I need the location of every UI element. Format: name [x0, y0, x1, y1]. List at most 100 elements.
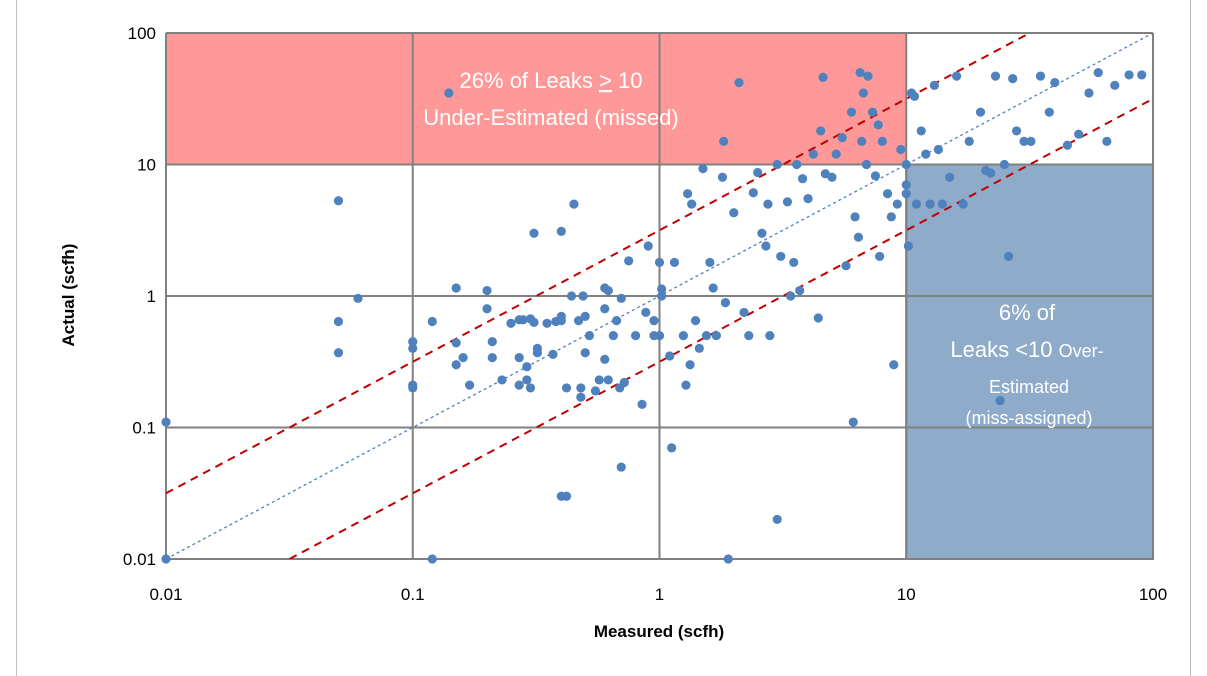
data-point — [929, 80, 939, 90]
data-point — [1074, 129, 1084, 139]
data-point — [161, 554, 171, 564]
data-point — [808, 149, 818, 159]
data-point — [497, 375, 507, 385]
y-tick-label: 0.1 — [132, 419, 156, 438]
data-point — [333, 348, 344, 358]
data-point — [1035, 71, 1046, 81]
data-point — [761, 241, 771, 251]
data-point — [772, 514, 782, 525]
chart-frame: 0.01 0.1 1 10 100 0.01 0.1 1 10 100 Measured (scf… — [16, 0, 1191, 676]
data-point — [705, 257, 715, 268]
data-point — [694, 343, 704, 353]
data-point — [882, 189, 893, 199]
data-point — [945, 172, 955, 182]
data-point — [161, 417, 171, 427]
data-point — [608, 330, 618, 341]
data-point — [600, 304, 610, 314]
data-point — [875, 251, 885, 262]
data-point — [548, 349, 558, 359]
data-point — [813, 313, 823, 323]
x-tick-label: 1 — [655, 585, 664, 604]
data-point — [850, 212, 860, 222]
data-point — [909, 91, 920, 101]
data-point — [578, 291, 588, 301]
data-point — [723, 554, 733, 564]
data-point — [933, 144, 944, 155]
data-point — [603, 285, 613, 296]
data-point — [451, 283, 461, 293]
data-point — [681, 380, 691, 390]
data-point — [748, 188, 758, 198]
data-point — [408, 383, 418, 393]
over-estimated-annotation-line4: (miss-assigned) — [965, 408, 1092, 428]
data-point — [870, 171, 881, 181]
data-point — [877, 136, 887, 146]
data-point — [1004, 251, 1014, 262]
data-point — [482, 304, 492, 314]
data-point — [889, 360, 899, 370]
x-tick-label: 0.01 — [149, 585, 182, 604]
data-point — [487, 353, 497, 363]
data-point — [482, 285, 492, 296]
data-point — [566, 291, 577, 301]
data-point — [720, 298, 731, 308]
data-point — [729, 208, 739, 218]
data-point — [772, 159, 782, 170]
data-point — [669, 257, 680, 268]
data-point — [611, 316, 622, 326]
under-estimated-region — [166, 33, 907, 165]
data-point — [1137, 70, 1147, 80]
data-point — [408, 343, 418, 353]
data-point — [603, 375, 613, 385]
x-axis-title: Measured (scfh) — [594, 622, 724, 641]
data-point — [995, 396, 1005, 406]
data-point — [831, 149, 841, 159]
data-point — [818, 72, 828, 82]
data-point — [683, 189, 693, 199]
data-point — [465, 380, 475, 390]
annotation-operator: > — [599, 68, 612, 93]
data-point — [753, 167, 763, 178]
annotation-text: 26% of Leaks — [460, 68, 599, 93]
data-point — [665, 351, 675, 361]
data-point — [1008, 74, 1018, 84]
data-point — [657, 284, 667, 294]
data-point — [529, 228, 539, 238]
data-point — [1124, 70, 1134, 80]
data-point — [333, 196, 344, 206]
data-point — [678, 330, 689, 341]
data-point — [1093, 67, 1103, 78]
data-point — [580, 348, 590, 358]
data-point — [667, 443, 677, 453]
data-point — [654, 257, 665, 268]
data-point — [901, 159, 911, 170]
data-point — [590, 386, 601, 396]
data-point — [896, 144, 906, 155]
data-point — [600, 354, 610, 364]
x-tick-label: 10 — [897, 585, 916, 604]
data-point — [522, 375, 532, 385]
data-point — [816, 126, 826, 136]
data-point — [853, 232, 864, 242]
data-point — [451, 360, 461, 370]
data-point — [925, 199, 935, 209]
under-estimated-annotation-line2: Under-Estimated (missed) — [423, 105, 679, 130]
data-point — [569, 199, 579, 209]
data-point — [986, 168, 996, 178]
data-point — [616, 462, 626, 472]
data-point — [594, 375, 604, 385]
data-point — [739, 307, 749, 318]
limit-line — [166, 33, 1032, 495]
data-point — [892, 199, 902, 209]
data-point — [641, 307, 651, 318]
data-point — [848, 417, 858, 427]
data-point — [624, 256, 634, 266]
data-point — [873, 120, 883, 130]
data-point — [782, 197, 793, 207]
data-point — [1044, 107, 1054, 117]
data-point — [786, 291, 796, 301]
data-point — [561, 491, 572, 501]
data-point — [763, 199, 773, 209]
data-point — [1019, 136, 1029, 146]
y-tick-label: 1 — [147, 287, 156, 306]
